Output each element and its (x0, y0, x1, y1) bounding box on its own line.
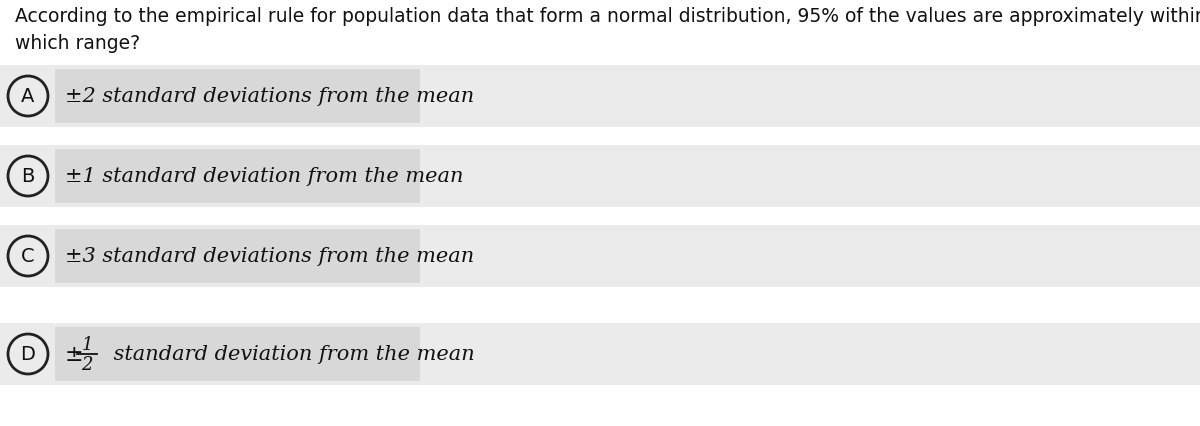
FancyBboxPatch shape (0, 225, 1200, 287)
FancyBboxPatch shape (55, 327, 420, 381)
Text: 2: 2 (82, 355, 92, 373)
Text: standard deviation from the mean: standard deviation from the mean (107, 345, 475, 364)
Text: A: A (22, 87, 35, 106)
Text: C: C (22, 247, 35, 266)
Text: which range?: which range? (14, 34, 140, 53)
FancyBboxPatch shape (0, 323, 1200, 385)
Text: D: D (20, 345, 36, 364)
FancyBboxPatch shape (0, 66, 1200, 128)
Text: 1: 1 (82, 335, 92, 353)
Text: B: B (22, 167, 35, 186)
Text: ±1 standard deviation from the mean: ±1 standard deviation from the mean (65, 167, 463, 186)
FancyBboxPatch shape (55, 230, 420, 283)
Text: ±3 standard deviations from the mean: ±3 standard deviations from the mean (65, 247, 474, 266)
FancyBboxPatch shape (55, 150, 420, 204)
Text: According to the empirical rule for population data that form a normal distribut: According to the empirical rule for popu… (14, 7, 1200, 26)
Text: ±: ± (65, 343, 84, 365)
FancyBboxPatch shape (0, 146, 1200, 207)
Text: ±2 standard deviations from the mean: ±2 standard deviations from the mean (65, 87, 474, 106)
FancyBboxPatch shape (55, 70, 420, 124)
